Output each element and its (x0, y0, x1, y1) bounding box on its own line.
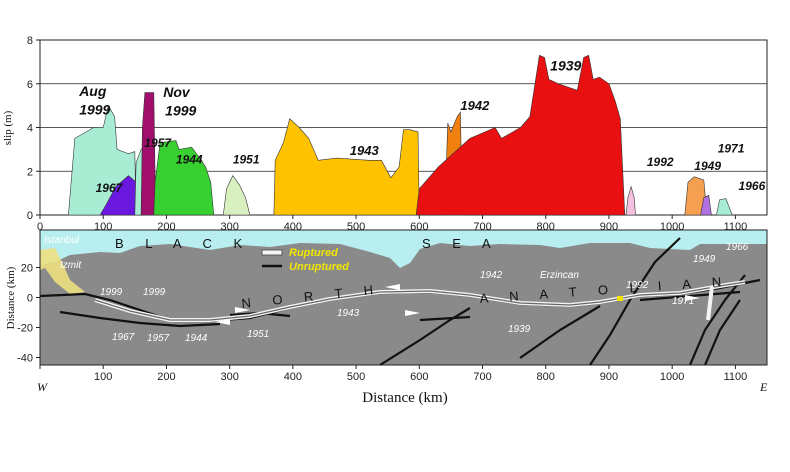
map-y-tick-label: -40 (17, 353, 33, 365)
slip-event-label: Nov (163, 84, 191, 100)
fault-map: Istanbul Izmit Erzincan B L A C K S E A … (5, 229, 768, 406)
segment-label-1949: 1949 (693, 254, 716, 265)
map-x-tick-label: 600 (410, 371, 428, 383)
slip-event-label: 1949 (694, 159, 721, 173)
slip-area-1951 (222, 175, 251, 216)
slip-area-1966 (716, 198, 733, 216)
place-erzincan: Erzincan (540, 270, 579, 281)
legend-ruptured-swatch (261, 249, 283, 256)
map-x-tick-label: 200 (157, 371, 175, 383)
slip-event-label: 1943 (350, 143, 380, 158)
segment-label-1967: 1967 (112, 332, 135, 343)
slip-event-label: Aug (78, 83, 107, 99)
segment-label-1966: 1966 (726, 242, 749, 253)
direction-west: W (37, 380, 48, 394)
map-x-tick-label: 900 (600, 371, 618, 383)
legend-ruptured: Ruptured (289, 247, 338, 259)
slip-event-label: 1966 (739, 179, 766, 193)
slip-event-label: 1957 (144, 136, 172, 150)
slip-y-tick-label: 0 (27, 210, 33, 222)
slip-event-label: 1951 (233, 153, 260, 167)
map-y-tick-label: 0 (27, 293, 33, 305)
slip-event-label: 1971 (718, 142, 745, 156)
slip-chart: 0 100 200 300 400 500 600 700 800 900 1000 11000246… (2, 35, 768, 233)
slip-event-label: 1942 (460, 98, 490, 113)
slip-area-nov-1999 (140, 92, 157, 216)
ruptured-branch-1971 (706, 285, 714, 321)
slip-event-label: 1999 (79, 101, 110, 117)
slip-area-1944 (153, 140, 215, 216)
map-y-tick-label: 20 (21, 263, 33, 275)
slip-event-label: 1999 (165, 102, 196, 118)
ruptured-fault-core (94, 281, 746, 321)
slip-axis-label: slip (m) (2, 110, 14, 145)
map-x-axis-label: Distance (km) (362, 390, 447, 406)
map-x-tick-label: 500 (347, 371, 365, 383)
slip-event-label: 1944 (176, 153, 203, 167)
slip-event-labels: Aug 1999 1967 1957 Nov 1999 1944 1951 1943 1942 19… (78, 58, 765, 195)
map-legend: Ruptured Unruptured (261, 247, 349, 273)
legend-unruptured: Unruptured (289, 261, 349, 273)
map-x-tick-label: 1100 (724, 371, 748, 383)
segment-label-1942: 1942 (480, 270, 503, 281)
sea-word-sea: S E A (422, 236, 500, 251)
slip-areas (68, 54, 733, 216)
black-sea (40, 230, 767, 268)
map-y-tick-label: -20 (17, 323, 33, 335)
place-izmit: Izmit (60, 260, 82, 271)
map-x-tick-label: 400 (284, 371, 302, 383)
segment-label-1957: 1957 (147, 333, 170, 344)
slip-x-tick-label: 0 (37, 221, 43, 233)
map-x-tick-label: 100 (94, 371, 112, 383)
map-ticks: 100 200 300 400 500 600 700 800 900 1000 1100200-2… (17, 263, 747, 384)
istanbul-coast-highlight (40, 248, 85, 294)
place-istanbul: Istanbul (44, 235, 80, 246)
segment-labels: 1999 1999 1967 1957 1944 1951 1943 1942 … (100, 242, 749, 344)
slip-area-1971 (700, 194, 712, 216)
slip-y-tick-label: 4 (27, 123, 33, 135)
slip-event-label: 1992 (647, 155, 674, 169)
segment-label-1999-izmit: 1999 (100, 287, 123, 298)
segment-label-1944: 1944 (185, 333, 208, 344)
slip-y-tick-label: 8 (27, 35, 33, 47)
erzincan-marker (617, 296, 623, 301)
map-x-tick-label: 700 (473, 371, 491, 383)
slip-event-label: 1939 (550, 58, 581, 74)
slip-y-tick-label: 2 (27, 166, 33, 178)
map-x-tick-label: 1000 (660, 371, 684, 383)
map-y-axis-label: Distance (km) (5, 266, 17, 329)
sea-word-black: B L A C K (115, 236, 251, 251)
slip-area-1943 (273, 118, 420, 216)
slip-area-1939 (415, 54, 626, 216)
segment-label-1992: 1992 (626, 280, 649, 291)
slip-arrows (215, 284, 700, 325)
segment-label-1939: 1939 (508, 324, 531, 335)
slip-y-tick-label: 6 (27, 79, 33, 91)
map-x-tick-label: 800 (537, 371, 555, 383)
segment-label-1943: 1943 (337, 308, 360, 319)
map-x-tick-label: 300 (220, 371, 238, 383)
direction-east: E (759, 380, 768, 394)
slip-event-label: 1967 (96, 181, 124, 195)
slip-area-1992 (625, 185, 636, 216)
segment-label-1971: 1971 (672, 296, 694, 307)
segment-label-1999-duzce: 1999 (143, 287, 166, 298)
segment-label-1951: 1951 (247, 329, 269, 340)
